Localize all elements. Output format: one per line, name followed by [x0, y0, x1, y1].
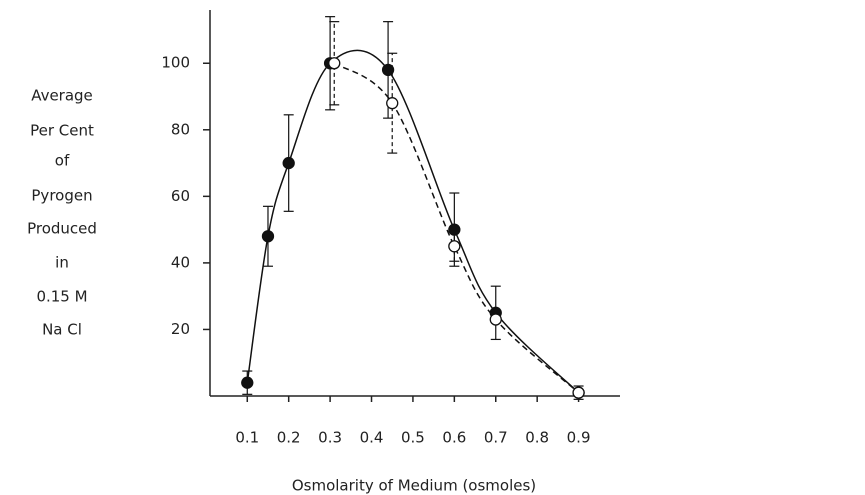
data-point	[448, 223, 461, 236]
data-point	[261, 230, 275, 243]
x-tick-label: 0.2	[277, 429, 301, 447]
y-axis-label: of	[55, 152, 70, 170]
data-point	[572, 386, 585, 399]
curve	[246, 49, 580, 394]
y-axis-label: in	[55, 254, 69, 272]
x-tick-label: 0.7	[484, 429, 508, 447]
x-tick-label: 0.6	[442, 429, 466, 447]
y-axis-label: Produced	[27, 220, 97, 238]
x-tick-label: 0.4	[360, 429, 384, 447]
x-tick-label: 0.9	[567, 429, 591, 447]
y-axis-label: Na Cl	[42, 321, 82, 339]
y-tick-label: 80	[171, 120, 190, 138]
y-tick-label: 60	[171, 187, 190, 205]
y-tick-label: 40	[171, 253, 190, 271]
data-point	[386, 97, 399, 110]
y-axis-label: Pyrogen	[31, 187, 92, 205]
x-tick-label: 0.5	[401, 429, 425, 447]
data-point	[241, 376, 254, 389]
x-tick-label: 0.8	[525, 429, 549, 447]
curve	[333, 62, 580, 394]
y-axis-label: 0.15 M	[36, 288, 87, 306]
data-point	[448, 240, 461, 253]
y-axis-label: Per Cent	[30, 122, 94, 140]
y-tick-label: 20	[171, 320, 190, 338]
y-tick-label: 100	[161, 54, 190, 72]
data-point	[328, 57, 341, 70]
x-tick-label: 0.3	[318, 429, 342, 447]
x-axis-label: Osmolarity of Medium (osmoles)	[292, 477, 536, 495]
y-axis-label: Average	[31, 87, 93, 105]
data-point	[489, 313, 502, 326]
data-point	[381, 63, 395, 77]
x-tick-label: 0.1	[235, 429, 259, 447]
data-point	[282, 156, 295, 170]
